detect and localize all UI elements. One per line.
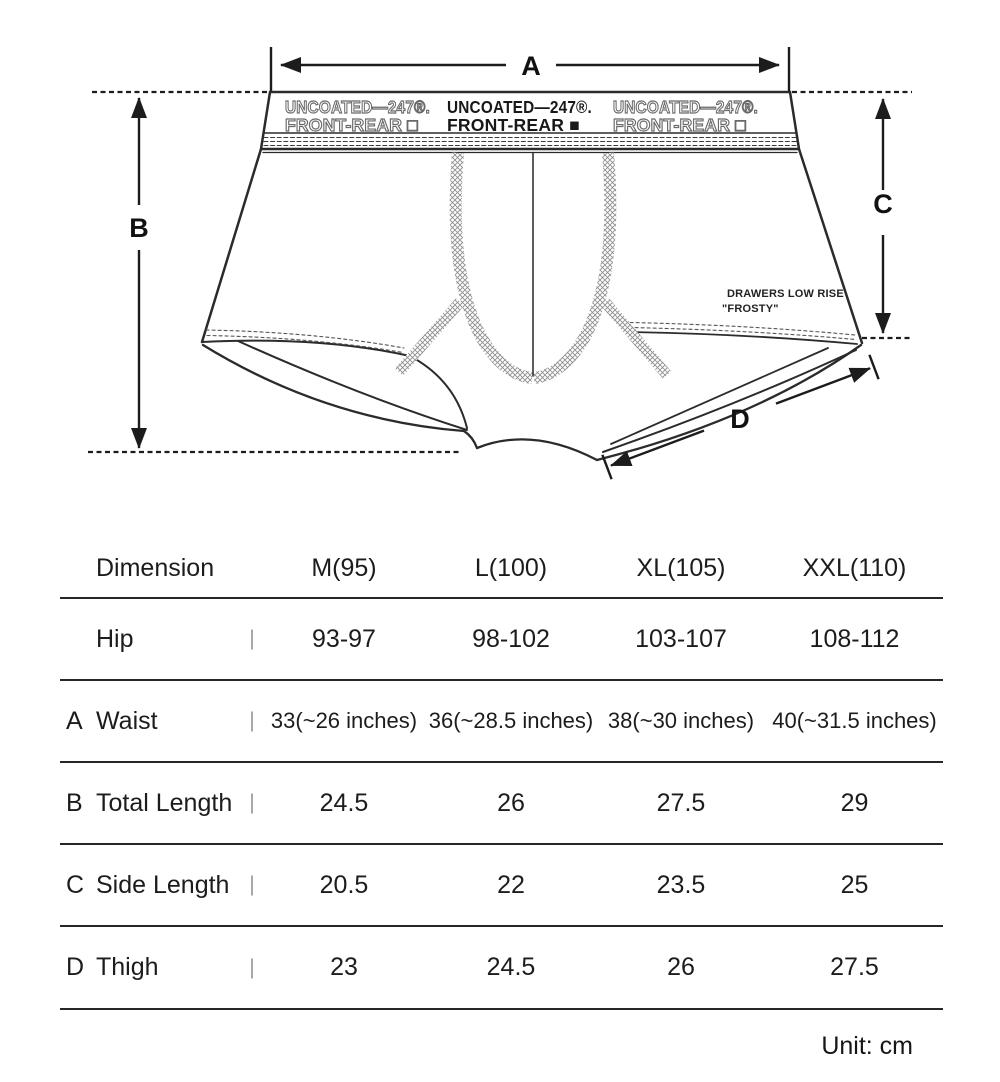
body-left-edge [200, 147, 263, 344]
cell-side-length-l: 22 [497, 870, 525, 899]
size-table: Dimension M(95) L(100) XL(105) XXL(110) … [60, 540, 943, 1010]
table-row-thigh: D Thigh | 23 24.5 26 27.5 [60, 925, 943, 1010]
table-row-waist: A Waist | 33(~26 inches) 36(~28.5 inches… [60, 679, 943, 761]
product-line2: "FROSTY" [722, 303, 779, 315]
cell-waist-m: 33(~26 inches) [270, 708, 418, 733]
fly-band-left [449, 152, 534, 384]
cell-hip-xxl: 108-112 [809, 624, 900, 653]
crotch-curve [475, 438, 599, 462]
dim-label-b: B [129, 213, 149, 243]
header-dimension: Dimension [96, 554, 215, 582]
fly-band-right [532, 152, 617, 384]
dimension-c: C [792, 90, 912, 340]
cell-thigh-l: 24.5 [486, 953, 536, 981]
row-label: Waist [96, 706, 158, 735]
row-divider: | [249, 955, 255, 979]
row-label: Total Length [96, 788, 233, 817]
table-row-hip: Hip | 93-97 98-102 103-107 108-112 [60, 597, 943, 679]
cell-total-length-m: 24.5 [319, 788, 369, 817]
garment-drawing [200, 90, 864, 462]
table-header-row: Dimension M(95) L(100) XL(105) XXL(110) [60, 540, 943, 597]
row-letter: D [66, 953, 85, 981]
row-letter: A [66, 706, 83, 735]
gusset-band-left [394, 298, 465, 376]
waistband-right-line1: UNCOATED—247®. [613, 97, 758, 117]
row-divider: | [249, 873, 255, 896]
cell-waist-xxl: 40(~31.5 inches) [772, 708, 937, 733]
cell-side-length-xxl: 25 [840, 870, 869, 899]
waistband-center-line2: FRONT-REAR ■ [447, 115, 580, 135]
waistband-left-line2: FRONT-REAR □ [285, 115, 418, 135]
dimension-b: B [88, 90, 460, 454]
cell-waist-xl: 38(~30 inches) [607, 708, 755, 733]
dim-label-c: C [873, 189, 893, 219]
header-size-l: L(100) [474, 554, 548, 582]
cell-hip-m: 93-97 [312, 624, 376, 653]
cell-waist-l: 36(~28.5 inches) [428, 708, 594, 733]
cell-thigh-xxl: 27.5 [830, 953, 879, 981]
cell-side-length-m: 20.5 [319, 870, 369, 899]
cell-total-length-l: 26 [497, 788, 525, 817]
waistband-left-line1: UNCOATED—247®. [285, 97, 430, 117]
waistband-text: UNCOATED—247®. FRONT-REAR □ UNCOATED—247… [284, 96, 758, 135]
gusset-band-right [600, 298, 672, 379]
dim-label-d: D [730, 404, 750, 434]
product-name: DRAWERS LOW RISE "FROSTY" [722, 288, 844, 315]
row-letter: C [66, 870, 85, 899]
row-label: Thigh [96, 953, 159, 981]
row-divider: | [249, 627, 255, 650]
row-label: Side Length [96, 870, 230, 899]
dimension-a: A [269, 47, 791, 91]
body-right-edge [797, 147, 864, 345]
table-row-side-length: C Side Length | 20.5 22 23.5 25 [60, 843, 943, 925]
dim-label-a: A [521, 51, 541, 81]
cell-hip-xl: 103-107 [635, 624, 727, 653]
table-row-total-length: B Total Length | 24.5 26 27.5 29 [60, 761, 943, 843]
waistband-center-line1: UNCOATED—247®. [447, 97, 592, 117]
size-diagram: UNCOATED—247®. FRONT-REAR □ UNCOATED—247… [88, 47, 912, 480]
cell-hip-l: 98-102 [472, 624, 550, 653]
header-size-m: M(95) [311, 554, 377, 582]
header-size-xl: XL(105) [636, 554, 726, 582]
waistband-right-line2: FRONT-REAR □ [613, 115, 746, 135]
cell-thigh-xl: 26 [667, 953, 695, 981]
row-divider: | [249, 791, 255, 814]
cell-total-length-xxl: 29 [840, 788, 869, 817]
cell-side-length-xl: 23.5 [656, 870, 706, 899]
product-line1: DRAWERS LOW RISE [727, 288, 844, 300]
row-letter: B [66, 788, 83, 817]
row-label: Hip [96, 624, 134, 653]
row-divider: | [249, 709, 255, 732]
dimension-d: D [601, 354, 880, 480]
cell-total-length-xl: 27.5 [656, 788, 706, 817]
cell-thigh-m: 23 [330, 953, 358, 981]
unit-note: Unit: cm [821, 1032, 913, 1060]
header-size-xxl: XXL(110) [802, 554, 907, 582]
